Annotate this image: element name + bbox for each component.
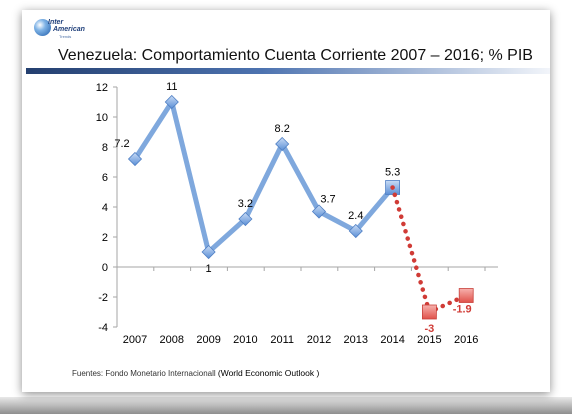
- y-tick-label: 2: [102, 232, 108, 244]
- current-account-line-chart: 12 10 8 6 4 2 0 -2 -4 2007 2008 2009 2010 2011 2012 201…: [96, 81, 498, 346]
- data-label: 8.2: [275, 123, 290, 135]
- source-note: Fuentes: Fondo Monetario Internacionall …: [72, 368, 319, 378]
- data-label: 7.2: [114, 138, 129, 150]
- slide-frame: Inter American Trends Venezuela: Comport…: [22, 10, 550, 392]
- source-prefix: Fuentes: Fondo Monetario Internacionall: [72, 369, 216, 378]
- data-label: 3.2: [238, 198, 253, 210]
- x-tick-label: 2010: [233, 334, 257, 346]
- page-bottom-shadow: [0, 397, 572, 414]
- data-point-diamond: [127, 151, 143, 167]
- y-tick-label: -2: [98, 292, 108, 304]
- data-label: 2.4: [348, 210, 363, 222]
- x-tick-label: 2014: [380, 334, 404, 346]
- data-point-diamond: [201, 244, 216, 260]
- data-point-diamond: [275, 136, 290, 152]
- data-label: -1.9: [453, 304, 472, 316]
- title-underline-bar: [26, 68, 550, 74]
- x-tick-label: 2011: [270, 334, 294, 346]
- forecast-point-square: [458, 288, 474, 303]
- x-tick-label: 2009: [196, 334, 220, 346]
- logo-line-2: American: [53, 26, 85, 33]
- data-point-diamond: [348, 223, 363, 239]
- logo-line-1: Inter: [48, 19, 64, 26]
- source-publication: (World Economic Outlook ): [217, 368, 320, 378]
- inter-american-trends-logo: Inter American Trends: [34, 19, 94, 43]
- y-tick-label: -4: [98, 322, 108, 334]
- y-tick-label: 4: [102, 202, 108, 214]
- y-tick-label: 12: [96, 82, 108, 94]
- y-tick-label: 6: [102, 172, 108, 184]
- forecast-series-line: [390, 185, 469, 316]
- globe-icon: [34, 19, 51, 36]
- y-tick-label: 8: [102, 142, 108, 154]
- x-tick-label: 2013: [344, 334, 368, 346]
- slide-title: Venezuela: Comportamiento Cuenta Corrien…: [58, 47, 533, 64]
- x-tick-label: 2012: [307, 334, 331, 346]
- data-label: 3.7: [320, 194, 335, 206]
- x-tick-label: 2015: [417, 334, 441, 346]
- data-point-diamond: [238, 211, 253, 227]
- forecast-point-square: [421, 304, 437, 320]
- data-label: -3: [425, 323, 435, 335]
- x-tick-label: 2016: [454, 334, 478, 346]
- y-tick-label: 0: [102, 262, 108, 274]
- data-point-diamond: [311, 204, 327, 219]
- data-label: 11: [166, 81, 177, 93]
- x-tick-label: 2007: [123, 334, 147, 346]
- logo-line-3: Trends: [59, 34, 72, 39]
- data-label: 5.3: [385, 167, 400, 179]
- y-tick-label: 10: [96, 112, 108, 124]
- x-tick-label: 2008: [160, 334, 184, 346]
- data-point-diamond: [164, 94, 179, 110]
- history-series-line: [132, 99, 396, 255]
- data-label: 1: [206, 263, 212, 275]
